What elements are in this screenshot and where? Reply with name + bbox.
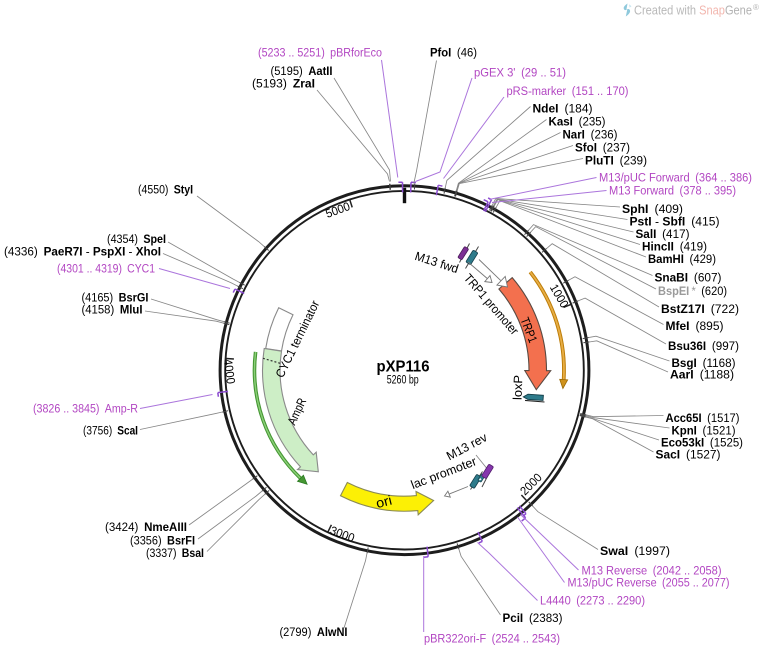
svg-text:(3756) ScaI: (3756) ScaI (83, 424, 138, 438)
svg-text:3000: 3000 (328, 523, 357, 545)
svg-text:5260 bp: 5260 bp (387, 375, 419, 387)
svg-text:Eco53kI (1525): Eco53kI (1525) (661, 436, 743, 450)
svg-text:MfeI (895): MfeI (895) (666, 319, 724, 333)
svg-text:pGEX 3' (29 .. 51): pGEX 3' (29 .. 51) (474, 66, 566, 80)
svg-text:Acc65I (1517): Acc65I (1517) (666, 411, 740, 425)
svg-text:PluTI (239): PluTI (239) (585, 154, 647, 168)
svg-text:(4550) StyI: (4550) StyI (138, 183, 193, 197)
svg-text:HincII (419): HincII (419) (642, 240, 707, 254)
svg-text:lac promoter: lac promoter (409, 454, 478, 492)
svg-text:M13 fwd: M13 fwd (413, 249, 460, 276)
svg-text:NarI (236): NarI (236) (563, 128, 618, 142)
svg-text:(5233 .. 5251) pBRforEco: (5233 .. 5251) pBRforEco (258, 46, 382, 60)
svg-text:®: ® (753, 3, 759, 12)
svg-text:M13/pUC Forward (364 .. 386): M13/pUC Forward (364 .. 386) (599, 171, 752, 185)
svg-text:PciI (2383): PciI (2383) (503, 611, 563, 625)
svg-text:BsgI (1168): BsgI (1168) (672, 356, 736, 370)
svg-text:4000: 4000 (221, 358, 238, 385)
svg-text:pBR322ori-F (2524 .. 2543): pBR322ori-F (2524 .. 2543) (424, 632, 560, 645)
svg-text:M13 Forward (378 .. 395): M13 Forward (378 .. 395) (609, 184, 736, 198)
svg-text:(5195) AatII: (5195) AatII (271, 64, 333, 78)
svg-text:SwaI (1997): SwaI (1997) (600, 544, 670, 558)
svg-text:(4165) BsrGI: (4165) BsrGI (82, 291, 149, 305)
svg-text:SfoI (237): SfoI (237) (575, 141, 630, 155)
svg-text:(4301 .. 4319) CYC1: (4301 .. 4319) CYC1 (57, 262, 155, 276)
svg-text:KasI (235): KasI (235) (549, 115, 606, 129)
svg-text:BspEI * (620): BspEI * (620) (658, 284, 727, 298)
svg-text:SnaBI (607): SnaBI (607) (655, 271, 722, 285)
svg-text:(4354) SpeI: (4354) SpeI (107, 232, 166, 246)
svg-text:(3337) BsaI: (3337) BsaI (146, 546, 204, 560)
svg-text:PfoI (46): PfoI (46) (430, 46, 477, 60)
svg-text:SacI (1527): SacI (1527) (656, 448, 721, 462)
svg-text:M13 Reverse (2042 .. 2058): M13 Reverse (2042 .. 2058) (582, 564, 722, 578)
svg-text:Created with SnapGene: Created with SnapGene (634, 3, 752, 18)
svg-text:SalI (417): SalI (417) (636, 227, 690, 241)
svg-text:BamHI (429): BamHI (429) (648, 252, 716, 266)
svg-text:ori: ori (374, 493, 393, 511)
svg-text:SphI (409): SphI (409) (622, 202, 683, 216)
svg-text:(3424) NmeAIII: (3424) NmeAIII (105, 520, 187, 534)
svg-text:pXP116: pXP116 (377, 359, 430, 376)
svg-text:BstZ17I (722): BstZ17I (722) (661, 302, 739, 316)
svg-text:AarI (1188): AarI (1188) (670, 368, 734, 382)
svg-text:KpnI (1521): KpnI (1521) (672, 424, 736, 438)
svg-text:(2799) AlwNI: (2799) AlwNI (280, 625, 348, 639)
svg-text:M13/pUC Reverse (2055 .. 2077): M13/pUC Reverse (2055 .. 2077) (568, 576, 730, 590)
svg-text:loxP: loxP (511, 375, 526, 400)
svg-text:L4440 (2273 .. 2290): L4440 (2273 .. 2290) (540, 594, 645, 608)
svg-text:(3826 .. 3845) Amp-R: (3826 .. 3845) Amp-R (33, 402, 138, 416)
svg-text:(4158) MluI: (4158) MluI (82, 303, 143, 317)
svg-text:NdeI (184): NdeI (184) (533, 102, 593, 116)
svg-text:PstI - SbfI (415): PstI - SbfI (415) (630, 215, 720, 229)
svg-text:(3356) BsrFI: (3356) BsrFI (130, 534, 195, 548)
svg-text:(5193) ZraI: (5193) ZraI (252, 77, 315, 91)
svg-text:AmpR: AmpR (285, 396, 310, 427)
svg-text:Bsu36I (997): Bsu36I (997) (668, 339, 739, 353)
svg-text:pRS-marker (151 .. 170): pRS-marker (151 .. 170) (507, 84, 629, 98)
svg-text:(4336) PaeR7I - PspXI - XhoI: (4336) PaeR7I - PspXI - XhoI (4, 245, 161, 259)
